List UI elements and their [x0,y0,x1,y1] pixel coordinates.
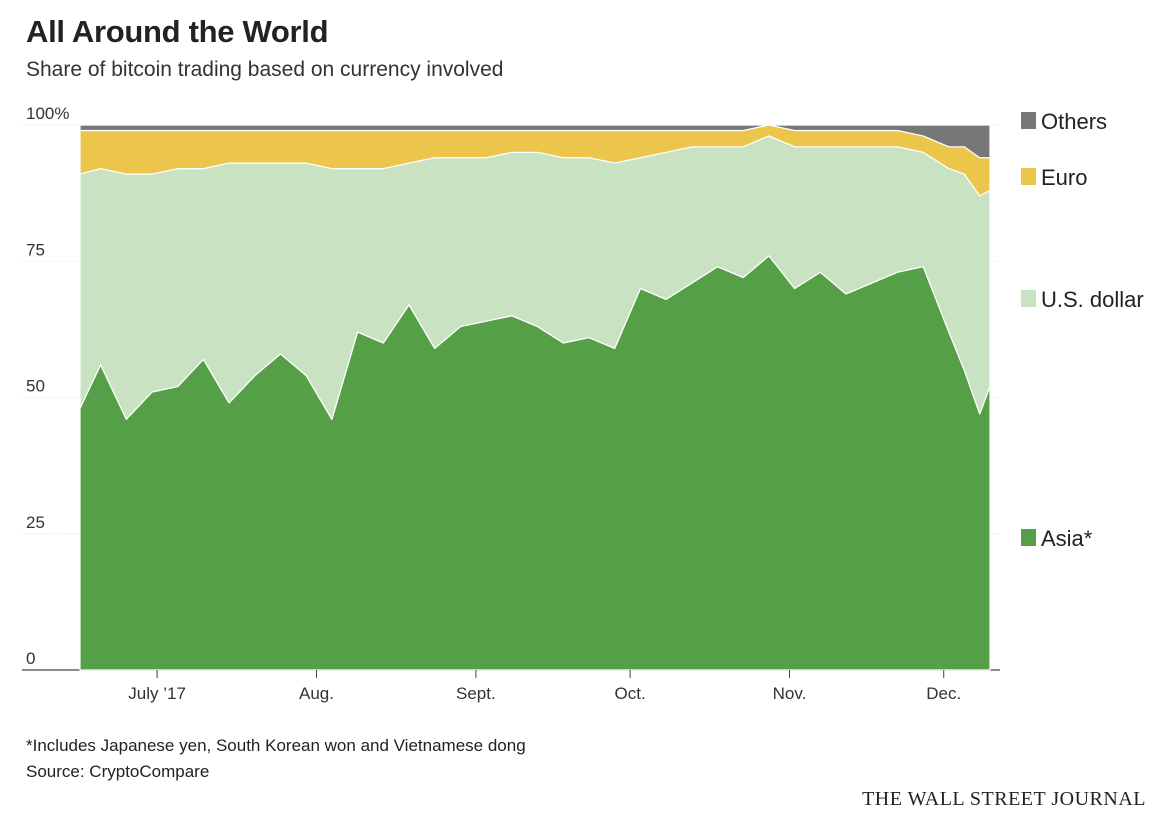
x-tick-label: Dec. [926,684,961,703]
legend-label-usd: U.S. dollar [1041,287,1144,312]
y-tick-label: 50 [26,377,45,396]
legend-label-euro: Euro [1041,165,1087,190]
footnote: *Includes Japanese yen, South Korean won… [26,736,526,755]
source-note: Source: CryptoCompare [26,762,210,781]
area-others [79,124,991,159]
y-tick-label: 0 [26,649,35,668]
y-tick-label: 100% [26,104,69,123]
legend-swatch-euro [1021,168,1036,185]
area-series [79,124,991,671]
x-tick-label: Oct. [615,684,646,703]
x-tick-label: Sept. [456,684,496,703]
y-tick-label: 75 [26,240,45,259]
legend-swatch-asia [1021,529,1036,546]
x-axis-ticks: July ’17 Aug. Sept. Oct. Nov. Dec. [128,670,961,703]
y-axis-ticks: 100% 75 50 25 0 [26,104,69,668]
legend-label-others: Others [1041,109,1107,134]
legend-swatch-usd [1021,290,1036,307]
legend-label-asia: Asia* [1041,526,1093,551]
publisher-credit: THE WALL STREET JOURNAL [862,788,1146,810]
x-tick-label: Nov. [773,684,807,703]
x-tick-label: Aug. [299,684,334,703]
legend-swatch-others [1021,112,1036,129]
y-tick-label: 25 [26,513,45,532]
chart-subtitle: Share of bitcoin trading based on curren… [26,58,504,81]
x-tick-label: July ’17 [128,684,186,703]
legend: Others Euro U.S. dollar Asia* [1021,109,1144,551]
chart-title: All Around the World [26,14,329,49]
